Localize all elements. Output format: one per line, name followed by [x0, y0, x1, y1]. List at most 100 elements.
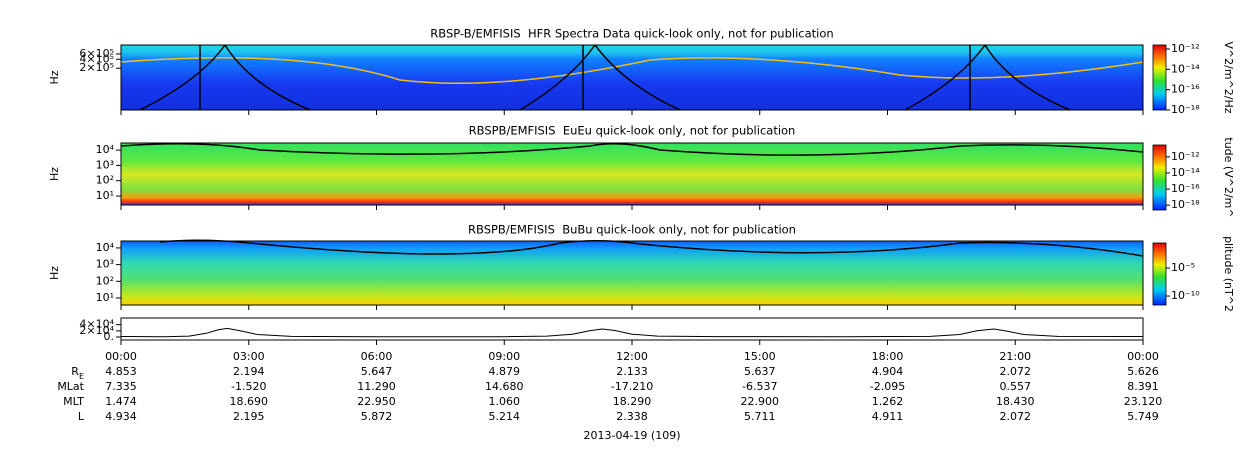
- ephemeris-label-main: L: [78, 410, 85, 423]
- ephemeris-value: -6.537: [742, 380, 777, 393]
- ephemeris-value: 2.195: [233, 410, 265, 423]
- colorbar: [1152, 44, 1167, 111]
- y-tick-label: 6×10⁵: [79, 47, 114, 60]
- colorbar-tick-label: 10⁻¹⁸: [1171, 103, 1200, 116]
- ephemeris-value: -1.520: [231, 380, 266, 393]
- ephemeris-value: 5.872: [361, 410, 393, 423]
- ephemeris-value: 4.879: [489, 365, 521, 378]
- colorbar-tick-label: 10⁻⁵: [1171, 261, 1195, 274]
- y-tick-label: 10²: [96, 174, 114, 187]
- x-tick-label: 21:00: [999, 350, 1031, 363]
- y-tick-label: 10²: [96, 274, 114, 287]
- ephemeris-value: 18.430: [996, 395, 1035, 408]
- y-tick-label: 4×10⁴: [79, 318, 114, 331]
- ephemeris-label-main: MLT: [63, 395, 84, 408]
- ephemeris-label: MLT: [63, 395, 84, 408]
- colorbar-label: tude (V^2/m^: [1222, 137, 1235, 217]
- hfr-feature: [120, 56, 1144, 84]
- y-axis-label: Hz: [48, 167, 61, 181]
- x-tick-label: 03:00: [233, 350, 265, 363]
- y-tick-label: 10⁴: [96, 241, 115, 254]
- ephemeris-label-subscript: E: [79, 372, 84, 381]
- ephemeris-value: 23.120: [1124, 395, 1163, 408]
- y-tick-label: 10¹: [96, 189, 114, 202]
- colorbar: [1152, 242, 1167, 306]
- ephemeris-value: 2.133: [616, 365, 648, 378]
- ephemeris-value: 4.934: [105, 410, 137, 423]
- ephemeris-value: 18.690: [230, 395, 269, 408]
- ephemeris-value: 14.680: [485, 380, 524, 393]
- ephemeris-value: 5.711: [744, 410, 776, 423]
- y-tick-label: 10⁴: [96, 143, 115, 156]
- bubu-curve: [159, 239, 1144, 257]
- y-tick-label: 2×10⁴: [79, 324, 114, 337]
- x-tick-label: 12:00: [616, 350, 648, 363]
- x-tick-label: 18:00: [872, 350, 904, 363]
- x-tick-label: 00:00: [105, 350, 137, 363]
- x-axis-label: 2013-04-19 (109): [583, 429, 680, 442]
- ephemeris-label: RE: [71, 365, 84, 381]
- colorbar-label: V^2/m^2/Hz: [1222, 41, 1235, 113]
- ephemeris-value: 4.911: [872, 410, 904, 423]
- ephemeris-value: 2.194: [233, 365, 265, 378]
- ephemeris-value: 5.647: [361, 365, 393, 378]
- ephemeris-value: -17.210: [611, 380, 653, 393]
- ephemeris-value: 22.900: [741, 395, 780, 408]
- y-tick-label: 10³: [96, 258, 114, 271]
- panel-title: RBSPB/EMFISIS EuEu quick-look only, not …: [469, 124, 796, 138]
- ephemeris-value: 11.290: [357, 380, 396, 393]
- ephemeris-value: 4.904: [872, 365, 904, 378]
- colorbar-label: plitude (nT^2: [1222, 236, 1235, 312]
- ephemeris-label-main: MLat: [57, 380, 84, 393]
- x-tick-label: 15:00: [744, 350, 776, 363]
- x-tick-label: 06:00: [361, 350, 393, 363]
- y-tick-label: 10³: [96, 158, 114, 171]
- ephemeris-value: 1.060: [489, 395, 521, 408]
- colorbar-tick-label: 10⁻¹⁴: [1171, 62, 1200, 75]
- y-tick-label: 4×10⁵: [79, 52, 114, 65]
- colorbar-tick-label: 10⁻¹⁸: [1171, 198, 1200, 211]
- ephemeris-value: 0.557: [1000, 380, 1032, 393]
- ephemeris-value: 2.072: [1000, 365, 1032, 378]
- y-tick-label: 0.: [104, 330, 115, 343]
- y-tick-label: 2×10⁵: [79, 61, 114, 74]
- ephemeris-value: 1.262: [872, 395, 904, 408]
- line: [120, 327, 1144, 338]
- colorbar-tick-label: 10⁻¹⁴: [1171, 166, 1200, 179]
- ephemeris-value: 5.214: [489, 410, 521, 423]
- y-axis-label: Hz: [48, 266, 61, 280]
- ephemeris-value: 4.853: [105, 365, 137, 378]
- y-axis-label: Hz: [48, 70, 61, 84]
- ephemeris-value: 2.338: [616, 410, 648, 423]
- spectrogram-images: [120, 44, 1144, 305]
- ephemeris-value: -2.095: [870, 380, 905, 393]
- colorbar: [1152, 144, 1167, 211]
- ephemeris-value: 1.474: [105, 395, 137, 408]
- ephemeris-value: 2.072: [1000, 410, 1032, 423]
- y-tick-label: 10¹: [96, 291, 114, 304]
- ephemeris-label: MLat: [57, 380, 84, 393]
- ephemeris-value: 5.637: [744, 365, 776, 378]
- eueu-curve: [120, 143, 1144, 156]
- ephemeris-value: 5.749: [1127, 410, 1159, 423]
- ephemeris-label: L: [78, 410, 85, 423]
- ephemeris-value: 5.626: [1127, 365, 1159, 378]
- spectrogram-eueu: [121, 143, 1143, 205]
- panel-title: RBSP-B/EMFISIS HFR Spectra Data quick-lo…: [430, 27, 833, 41]
- x-tick-label: 09:00: [488, 350, 520, 363]
- colorbar-tick-label: 10⁻¹⁶: [1171, 83, 1200, 96]
- colorbar-tick-label: 10⁻¹⁶: [1171, 182, 1200, 195]
- panel-title: RBSPB/EMFISIS BuBu quick-look only, not …: [468, 223, 796, 237]
- colorbar-tick-label: 10⁻¹⁰: [1171, 289, 1200, 302]
- colorbar-tick-label: 10⁻¹²: [1171, 150, 1200, 163]
- ephemeris-value: 7.335: [105, 380, 137, 393]
- colorbar-tick-label: 10⁻¹²: [1171, 42, 1200, 55]
- x-tick-label: 00:00: [1127, 350, 1159, 363]
- ephemeris-value: 22.950: [357, 395, 396, 408]
- spectrogram-bubu: [121, 241, 1143, 305]
- hfr-curves: [139, 44, 1071, 111]
- ephemeris-label-main: R: [71, 365, 79, 378]
- ephemeris-value: 8.391: [1127, 380, 1159, 393]
- ephemeris-value: 18.290: [613, 395, 652, 408]
